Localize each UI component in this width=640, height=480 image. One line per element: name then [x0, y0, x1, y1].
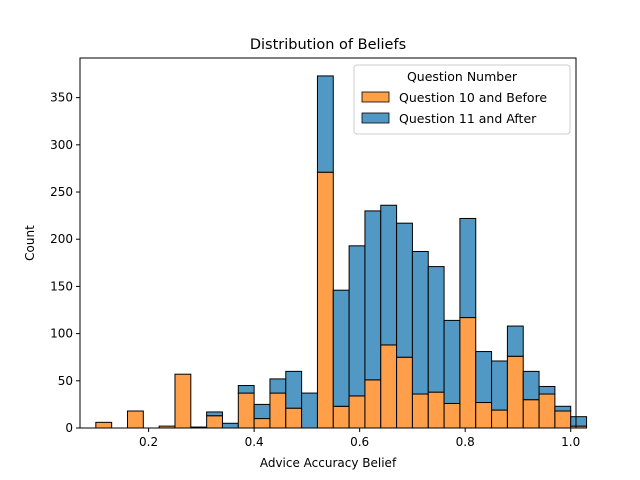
- axes-group: [79, 57, 577, 429]
- y-tick-label-3: 150: [50, 279, 73, 293]
- y-axis-label: Count: [23, 225, 37, 261]
- legend-swatch-before: [361, 91, 390, 103]
- bar-before-19: [396, 356, 413, 429]
- bar-before-10: [253, 418, 271, 429]
- bar-before-24: [475, 402, 493, 429]
- y-axis-ticks: 0 50 100 150 200 250 300 350: [50, 91, 80, 435]
- bar-before-26: [506, 355, 524, 429]
- legend-title: Question Number: [407, 69, 518, 84]
- bar-after-27: [522, 370, 540, 401]
- bar-after-18: [380, 204, 398, 346]
- bar-after-24: [475, 351, 493, 404]
- bar-before-5: [174, 373, 192, 429]
- bar-after-28: [538, 385, 556, 395]
- bar-after-26: [506, 325, 524, 357]
- y-tick-label-1: 50: [58, 374, 73, 388]
- bar-before-22: [443, 402, 461, 429]
- bar-before-18: [380, 344, 398, 429]
- y-tick-label-5: 250: [50, 185, 73, 199]
- x-axis-ticks: 0.2 0.4 0.6 0.8 1.0: [139, 428, 580, 449]
- bar-after-15: [332, 289, 350, 407]
- bar-before-20: [411, 393, 429, 429]
- chart-title: Distribution of Beliefs: [250, 37, 406, 53]
- bar-before-9: [237, 392, 255, 429]
- bar-before-0: [95, 421, 113, 429]
- bar-after-8: [221, 422, 239, 429]
- legend-box: [353, 64, 571, 135]
- bar-after-13: [301, 392, 318, 429]
- bar-before-17: [364, 379, 382, 429]
- bar-after-22: [443, 319, 461, 404]
- x-axis-label: Advice Accuracy Belief: [260, 456, 397, 470]
- x-tick-label-4: 1.0: [561, 435, 580, 449]
- bar-before-27: [522, 399, 540, 429]
- legend-swatch-after: [361, 112, 390, 124]
- x-tick-label-1: 0.4: [245, 435, 264, 449]
- bar-before-29: [554, 410, 572, 429]
- bar-after-9: [237, 385, 255, 394]
- y-tick-label-4: 200: [50, 232, 73, 246]
- bar-before-16: [348, 395, 366, 429]
- bar-before-7: [206, 415, 223, 429]
- bar-after-30: [570, 416, 588, 427]
- bar-after-20: [411, 250, 429, 395]
- bar-before-21: [427, 391, 445, 429]
- bar-before-23: [459, 317, 477, 429]
- legend-label-after: Question 11 and After: [399, 111, 537, 126]
- y-tick-label-0: 0: [65, 421, 73, 435]
- x-tick-label-2: 0.6: [350, 435, 369, 449]
- bar-after-14: [316, 75, 334, 173]
- x-tick-label-3: 0.8: [456, 435, 475, 449]
- bar-before-11: [269, 392, 287, 429]
- plot-frame: [79, 57, 577, 429]
- bar-after-12: [285, 370, 303, 409]
- y-tick-label-2: 100: [50, 327, 73, 341]
- bar-before-12: [285, 407, 303, 429]
- bar-after-29: [554, 405, 572, 412]
- x-tick-label-0: 0.2: [139, 435, 158, 449]
- bar-before-14: [316, 171, 334, 429]
- bar-after-23: [459, 217, 477, 319]
- bar-before-15: [332, 405, 350, 429]
- bar-after-17: [364, 210, 382, 381]
- bar-after-21: [427, 266, 445, 393]
- legend-label-before: Question 10 and Before: [399, 90, 547, 105]
- bar-before-28: [538, 393, 556, 429]
- bars-group: [95, 75, 588, 429]
- bar-after-19: [396, 222, 413, 358]
- bar-after-16: [348, 245, 366, 397]
- bar-after-11: [269, 378, 287, 394]
- bar-before-2: [126, 410, 144, 429]
- y-tick-label-6: 300: [50, 138, 73, 152]
- bar-after-25: [491, 360, 508, 411]
- bar-after-7: [206, 411, 223, 417]
- y-tick-label-7: 350: [50, 91, 73, 105]
- bar-after-10: [253, 403, 271, 420]
- legend: Question Number Question 10 and Before Q…: [353, 64, 571, 135]
- bar-before-25: [491, 409, 508, 429]
